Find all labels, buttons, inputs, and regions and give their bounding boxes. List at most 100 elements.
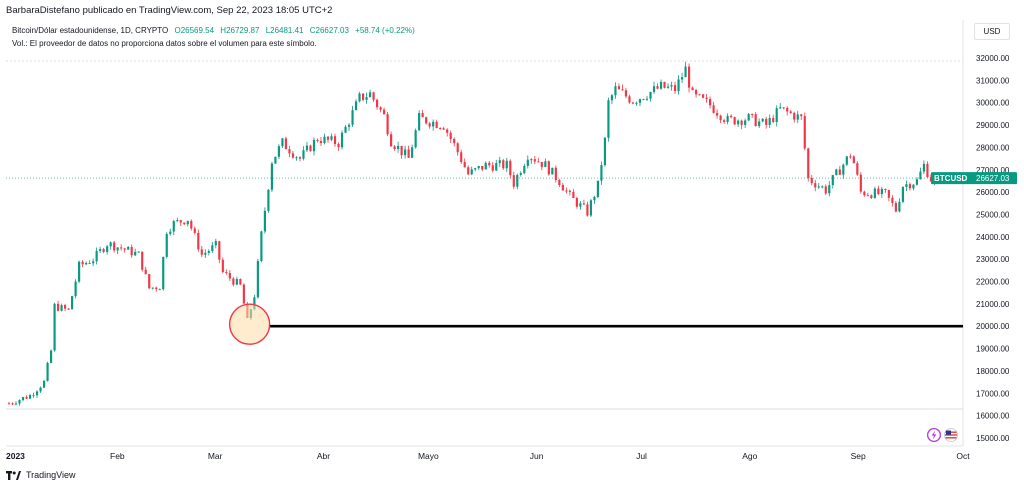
candle-body [186,220,189,225]
candle-body [81,261,84,265]
candle-body [113,242,116,251]
candle-body [141,251,144,270]
price-tag-value: 26627.03 [976,174,1010,183]
candle-body [845,156,848,165]
x-tick-label: Sep [851,451,866,461]
candle-body [635,102,638,104]
x-tick-label: Jun [530,451,544,461]
candle-body [831,175,834,186]
footer: TradingView [6,470,76,480]
candle-body [42,380,46,388]
y-tick-label: 27000.00 [976,166,1010,175]
candle-body [155,287,158,290]
candle-body [838,169,841,175]
candle-body [600,165,603,181]
candle-body [218,241,221,260]
candle-body [291,153,295,158]
candle-body [53,303,56,351]
candle-body [687,66,691,88]
candle-body [835,169,838,176]
candle-body [418,113,421,131]
candle-body [456,143,459,153]
candle-body [677,79,680,92]
candle-body [319,141,323,144]
candle-body [589,200,592,216]
candle-body [898,201,901,212]
candle-body [49,350,53,363]
candle-body [172,221,175,232]
ohlc-low: L26481.41 [265,26,304,35]
candle-body [158,289,161,291]
candle-body [814,183,817,188]
candle-body [481,166,484,170]
candle-body [540,161,543,168]
candle-body [631,102,635,104]
tradingview-logo-icon [6,470,21,480]
candle-body [347,124,351,127]
y-tick-label: 26000.00 [976,188,1010,197]
candle-body [449,132,452,139]
candle-body [211,245,214,252]
candle-body [326,136,330,140]
candle-body [358,93,361,102]
candle-body [221,259,224,273]
candle-body [242,284,245,304]
us-flag-icon[interactable] [944,428,958,442]
candle-body [484,162,487,170]
ohlc-open: O26569.54 [174,26,215,35]
candle-body [197,232,200,250]
candle-body [702,94,705,98]
candle-body [281,138,284,147]
candle-body [488,162,491,166]
candle-body [793,113,796,120]
candle-body [684,66,687,78]
candle-body [870,195,873,199]
candle-body [691,87,694,91]
candle-body [21,397,25,401]
candle-body [908,184,911,189]
candle-body [28,395,32,399]
candle-body [505,160,508,169]
candle-body [425,117,428,124]
candle-body [554,167,557,180]
candle-body [547,161,550,175]
candle-body [758,121,761,127]
candle-body [572,191,575,199]
candle-body [134,251,137,256]
candle-body [926,163,929,178]
candle-body [162,256,165,290]
candle-body [929,177,933,182]
candle-body [330,136,333,140]
candle-body [95,250,98,262]
candle-body [495,163,498,171]
y-tick-label: 18000.00 [976,367,1010,376]
y-tick-label: 29000.00 [976,121,1010,130]
x-tick-label: Jul [636,451,647,461]
candle-body [680,77,684,80]
candle-body [106,246,109,252]
lightning-icon[interactable] [927,428,941,442]
candle-body [568,190,571,192]
y-tick-label: 23000.00 [976,255,1010,264]
candle-body [85,262,88,265]
candle-body [414,130,417,148]
candle-body [824,186,827,194]
candle-body [821,186,824,188]
candle-body [204,252,207,255]
candle-body [263,210,266,232]
candle-body [137,251,140,253]
currency-button[interactable]: USD [974,23,1010,40]
candle-body [877,188,880,194]
candle-body [663,81,666,88]
y-tick-label: 17000.00 [976,389,1010,398]
candle-body [312,139,316,152]
candle-body [603,137,607,166]
candle-body [894,202,897,212]
candle-body [624,90,628,97]
candle-body [551,167,554,175]
candle-body [305,145,309,151]
candle-body [628,96,631,103]
candle-body [120,247,123,249]
candle-body [807,148,810,178]
